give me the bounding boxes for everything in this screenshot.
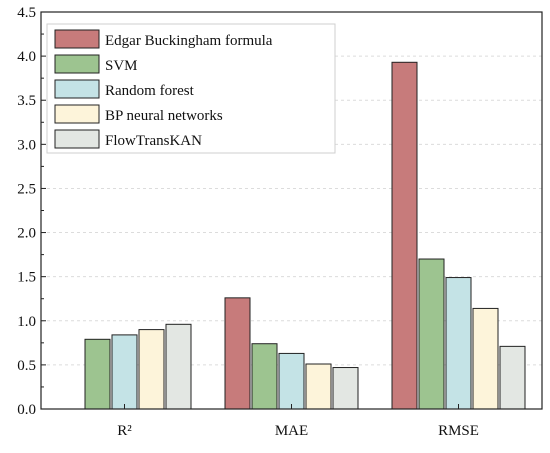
bar: [165, 323, 192, 410]
bar: [391, 61, 418, 410]
bar: [111, 334, 138, 410]
axes: 0.0 0.5 1.0 1.5 2.0 2.5 3.0 3.5 4.0 4.5 R² MAE RMSE: [17, 5, 543, 439]
x-category-label: MAE: [275, 423, 308, 439]
legend-label: Edgar Buckingham formula: [105, 33, 273, 49]
bar: [138, 329, 165, 410]
bar: [84, 338, 111, 410]
bar: [332, 367, 359, 410]
bar: [251, 343, 278, 410]
legend-label: BP neural networks: [105, 108, 223, 124]
legend-swatch: [54, 29, 100, 49]
y-tick-label: 0.5: [17, 358, 36, 374]
bar: [278, 352, 305, 410]
bar: [305, 363, 332, 410]
bar: [418, 258, 445, 410]
y-tick-label: 1.0: [17, 314, 36, 330]
y-tick-label: 0.0: [17, 402, 36, 418]
y-tick-label: 4.0: [17, 49, 36, 65]
y-tick-label: 4.5: [17, 5, 36, 21]
legend-label: FlowTransKAN: [105, 133, 202, 149]
legend-label: SVM: [105, 58, 138, 74]
y-tick-label: 3.5: [17, 93, 36, 109]
legend-swatch: [54, 54, 100, 74]
bar: [472, 307, 499, 410]
y-tick-label: 2.0: [17, 226, 36, 242]
x-category-label: R²: [117, 423, 132, 439]
legend: Edgar Buckingham formula SVM Random forest…: [46, 23, 336, 154]
legend-label: Random forest: [105, 83, 195, 99]
bars: [84, 61, 526, 410]
legend-swatch: [54, 104, 100, 124]
bar: [224, 297, 251, 410]
x-category-label: RMSE: [438, 423, 479, 439]
y-tick-label: 1.5: [17, 270, 36, 286]
y-tick-label: 2.5: [17, 181, 36, 197]
bar: [499, 345, 526, 410]
bar: [445, 277, 472, 410]
legend-swatch: [54, 79, 100, 99]
y-tick-label: 3.0: [17, 137, 36, 153]
legend-swatch: [54, 129, 100, 149]
